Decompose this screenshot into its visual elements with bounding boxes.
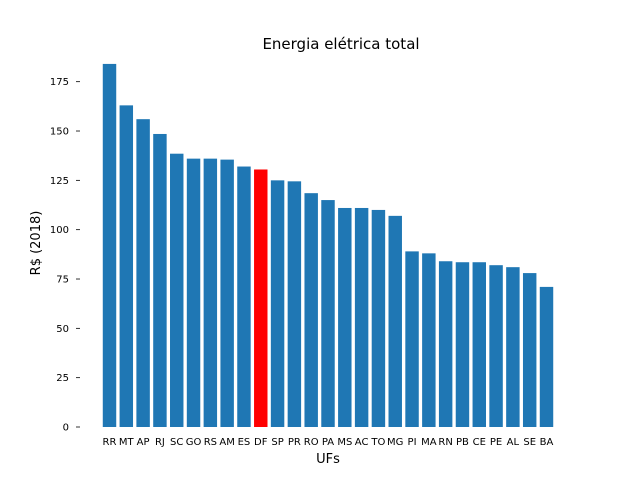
x-tick-label: RO [304,437,319,448]
y-tick-label: 50 [56,324,69,335]
x-tick-label: DF [254,437,268,448]
x-tick-label: SC [170,437,183,448]
bar-rr [102,63,117,428]
y-tick-label: 125 [50,176,69,187]
x-tick-label: MG [387,437,403,448]
bar-ba [539,286,554,427]
bar-mg [388,215,402,427]
x-tick-label: PE [490,437,502,448]
x-tick-label: PR [288,437,301,448]
chart-title: Energia elétrica total [262,35,419,53]
x-tick-label: CE [473,437,486,448]
bar-to [371,209,386,427]
bar-pr [287,181,302,427]
x-tick-label: MS [337,437,352,448]
bar-sp [270,180,285,427]
bar-ms [338,207,352,427]
bar-ro [304,193,318,427]
x-tick-label: AC [355,437,369,448]
x-tick-label: RJ [155,437,165,448]
bar-ac [354,207,369,427]
x-tick-label: SP [271,437,283,448]
bar-es [237,166,251,427]
x-tick-label: PB [456,437,469,448]
x-tick-label: ES [238,437,251,448]
x-tick-label: RN [438,437,452,448]
x-tick-label: AL [507,437,520,448]
x-tick-label: MT [119,437,135,448]
bar-am [220,159,234,427]
y-axis-label: R$ (2018) [29,211,44,276]
x-tick-label: MA [421,437,437,448]
bar-rs [203,158,218,427]
x-tick-label: RS [204,437,217,448]
bar-pb [455,262,470,427]
x-tick-label: AM [219,437,234,448]
x-axis-label: UFs [316,452,340,467]
bar-al [506,267,520,427]
bar-sc [170,153,184,427]
bar-mt [119,105,134,428]
bar-se [522,273,537,427]
x-tick-label: RR [103,437,117,448]
y-tick-label: 100 [50,225,69,236]
bar-pe [489,265,503,427]
x-tick-label: TO [370,437,385,448]
bar-pa [321,200,335,427]
x-tick-label: PA [322,437,334,448]
bar-rn [438,261,453,427]
y-tick-label: 75 [56,275,69,286]
y-tick-label: 150 [50,127,69,138]
bar-ce [472,262,486,427]
bar-rj [153,133,167,427]
y-tick-label: 25 [56,373,69,384]
y-axis: 0 25 50 75 100 125 150 175 [50,77,80,434]
y-tick-label: 175 [50,77,69,88]
bar-ma [422,253,436,427]
y-tick-label: 0 [63,423,69,434]
bar-ap [136,119,150,428]
x-tick-label: BA [540,437,554,448]
bars-group [102,63,554,428]
x-tick-label: GO [186,437,202,448]
x-tick-label: AP [137,437,150,448]
x-tick-label: SE [523,437,536,448]
x-tick-label: PI [408,437,417,448]
bar-go [186,158,201,427]
bar-pi [405,251,419,427]
x-axis: RR MT AP RJ SC GO RS AM ES DF SP PR RO PA MS AC TO MG PI MA… [103,437,554,448]
bar-df [254,169,268,428]
